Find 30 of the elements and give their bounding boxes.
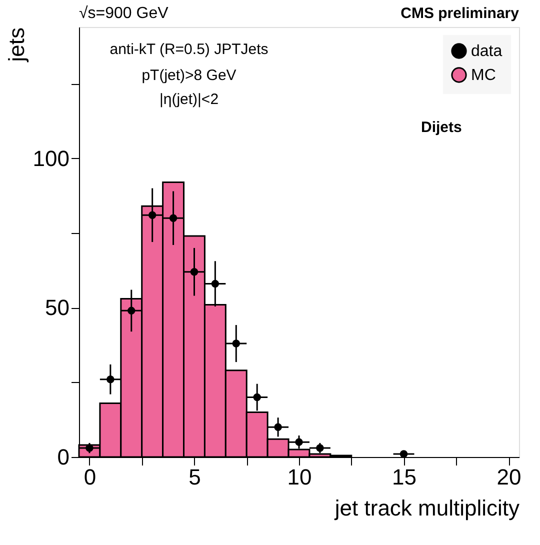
- point: [253, 393, 261, 402]
- legend-label: data: [471, 43, 502, 60]
- legend-label: MC: [471, 67, 496, 84]
- y-axis-title: jets: [4, 28, 29, 63]
- point: [106, 375, 114, 384]
- y-tick-label: 100: [32, 146, 70, 171]
- annotation: |η(jet)|<2: [159, 91, 219, 108]
- x-tick-label: 0: [84, 464, 96, 490]
- point: [295, 438, 303, 446]
- point: [148, 211, 156, 219]
- point: [128, 306, 136, 315]
- point: [274, 423, 282, 432]
- point: [211, 280, 220, 288]
- x-axis-title: jet track multiplicity: [334, 496, 520, 520]
- annotation: Dijets: [421, 119, 462, 136]
- point: [190, 268, 198, 276]
- point: [232, 340, 240, 348]
- x-tick-label: 15: [392, 464, 417, 490]
- text: √s=900 GeV: [79, 5, 169, 22]
- x-tick-label: 20: [496, 464, 522, 490]
- point: [316, 444, 324, 452]
- text: CMS preliminary: [400, 5, 520, 22]
- point: [169, 214, 178, 222]
- x-tick-label: 10: [287, 464, 312, 490]
- y-tick-label: 50: [45, 295, 70, 320]
- y-tick-label: 0: [57, 444, 70, 470]
- x-tick-label: 5: [188, 464, 201, 490]
- annotation: anti-kT (R=0.5) JPTJets: [110, 41, 268, 58]
- annotation: pT(jet)>8 GeV: [142, 67, 236, 84]
- point: [400, 450, 408, 458]
